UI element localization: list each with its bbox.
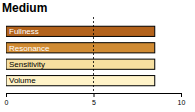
tick-label: 5: [92, 99, 96, 106]
reference-line: [93, 17, 94, 93]
bar: [6, 59, 155, 69]
bar: [6, 76, 155, 86]
tick-mark: [6, 93, 7, 97]
bar: [6, 26, 155, 36]
tick-mark: [181, 93, 182, 97]
tick-mark: [94, 93, 95, 97]
tick-label: 10: [178, 99, 186, 106]
tick: 10: [178, 93, 186, 106]
tick: 5: [92, 93, 96, 106]
chart: Medium Fullness Resonance Sensitivity Volume…: [0, 0, 195, 112]
tick-label: 0: [5, 99, 9, 106]
plot-area: [6, 26, 155, 86]
category-label: Fullness: [9, 27, 39, 36]
category-label: Sensitivity: [9, 60, 45, 69]
category-label: Resonance: [9, 44, 50, 53]
title: Medium: [2, 1, 47, 15]
bar: [6, 43, 155, 53]
x-axis: 0 5 10: [5, 93, 186, 106]
tick: 0: [5, 93, 9, 106]
category-label: Volume: [9, 76, 36, 85]
